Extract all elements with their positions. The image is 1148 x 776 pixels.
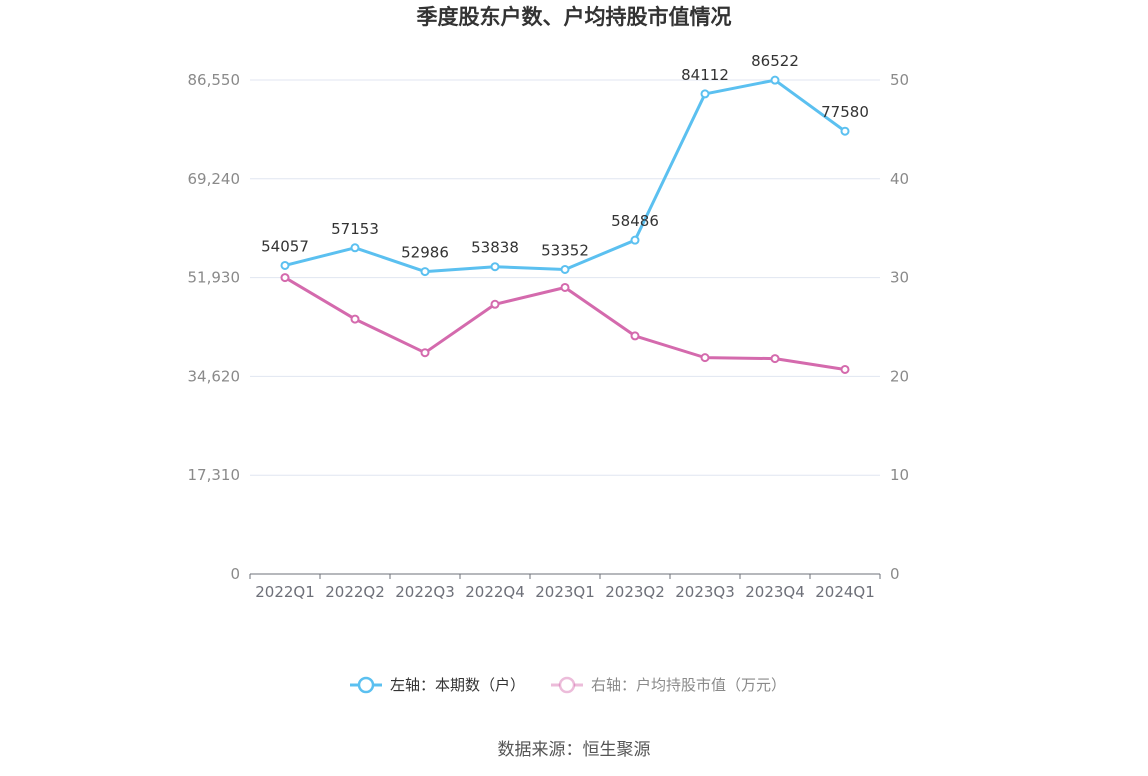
x-tick-label: 2022Q2 <box>325 583 385 601</box>
data-point <box>420 348 430 358</box>
data-point <box>840 126 850 136</box>
y-left-tick-label: 69,240 <box>188 170 241 188</box>
y-left-tick-label: 0 <box>230 565 240 583</box>
x-tick-label: 2023Q2 <box>605 583 665 601</box>
x-tick-label: 2022Q3 <box>395 583 455 601</box>
grid-lines <box>250 79 880 476</box>
series-layer: 54057 57153 52986 53838 53352 58486 84112 86522… <box>261 52 869 374</box>
y-left-tick-label: 34,620 <box>188 367 241 385</box>
data-label: 54057 <box>261 237 309 255</box>
data-point <box>350 243 360 253</box>
legend-item-1[interactable]: 右轴：户均持股市值（万元） <box>551 676 786 694</box>
data-point <box>700 89 710 99</box>
legend-marker <box>357 676 375 694</box>
data-label: 57153 <box>331 220 379 238</box>
chart-title: 季度股东户数、户均持股市值情况 <box>417 5 732 29</box>
data-point <box>770 354 780 364</box>
y-axis-left: 0 17,310 34,620 51,930 69,240 86,550 <box>188 71 241 583</box>
y-right-tick-label: 10 <box>890 466 909 484</box>
source-note: 数据来源：恒生聚源 <box>498 740 651 760</box>
y-right-tick-label: 40 <box>890 170 909 188</box>
data-point <box>560 264 570 274</box>
y-left-tick-label: 51,930 <box>188 269 241 287</box>
data-point <box>630 331 640 341</box>
y-right-tick-label: 0 <box>890 565 900 583</box>
y-axis-right: 0 10 20 30 40 50 <box>890 71 909 583</box>
x-tick-label: 2022Q1 <box>255 583 315 601</box>
data-point <box>280 260 290 270</box>
data-label: 52986 <box>401 244 449 262</box>
data-point <box>700 353 710 363</box>
y-right-tick-label: 20 <box>890 367 909 385</box>
data-point <box>420 267 430 277</box>
data-label: 58486 <box>611 212 659 230</box>
x-tick-label: 2023Q4 <box>745 583 805 601</box>
x-axis: 2022Q1 2022Q2 2022Q3 2022Q4 2023Q1 2023Q2 2023… <box>249 573 881 601</box>
data-point <box>630 235 640 245</box>
data-label: 77580 <box>821 103 869 121</box>
legend-label: 左轴：本期数（户） <box>390 676 525 694</box>
x-tick-label: 2022Q4 <box>465 583 525 601</box>
data-point <box>350 314 360 324</box>
data-point <box>560 282 570 292</box>
legend-label: 右轴：户均持股市值（万元） <box>591 676 786 694</box>
x-tick-label: 2024Q1 <box>815 583 875 601</box>
data-label: 53352 <box>541 241 589 259</box>
legend-item-0[interactable]: 左轴：本期数（户） <box>350 676 525 694</box>
data-point <box>280 273 290 283</box>
x-tick-label: 2023Q1 <box>535 583 595 601</box>
data-point <box>840 364 850 374</box>
y-right-tick-label: 30 <box>890 269 909 287</box>
legend[interactable]: 左轴：本期数（户） 右轴：户均持股市值（万元） <box>350 676 786 694</box>
y-right-tick-label: 50 <box>890 71 909 89</box>
data-point <box>770 75 780 85</box>
y-left-tick-label: 86,550 <box>188 71 241 89</box>
data-label: 53838 <box>471 239 519 257</box>
y-left-tick-label: 17,310 <box>188 466 241 484</box>
x-tick-label: 2023Q3 <box>675 583 735 601</box>
data-label: 84112 <box>681 66 729 84</box>
data-point <box>490 299 500 309</box>
data-point <box>490 262 500 272</box>
legend-marker <box>558 676 576 694</box>
data-label: 86522 <box>751 52 799 70</box>
